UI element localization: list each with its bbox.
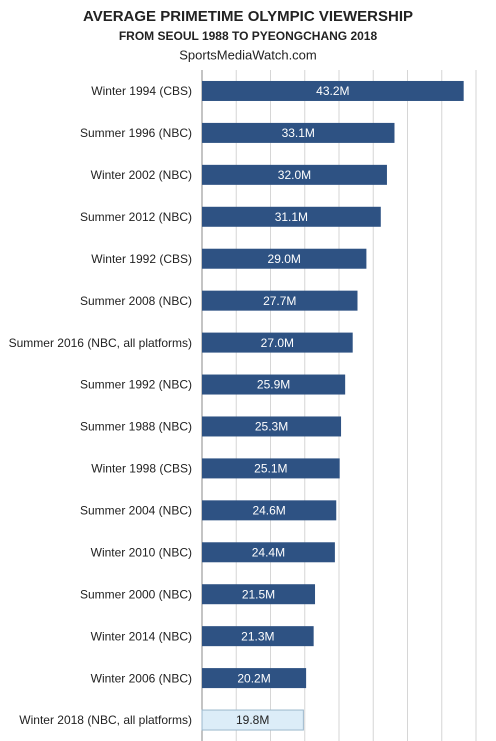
category-label: Summer 2004 (NBC) xyxy=(80,504,192,518)
bar xyxy=(202,122,395,143)
bar xyxy=(202,164,387,185)
category-label: Summer 2012 (NBC) xyxy=(80,210,192,224)
category-label: Winter 2006 (NBC) xyxy=(91,671,192,685)
value-label: 25.3M xyxy=(255,420,288,434)
bar xyxy=(202,206,381,227)
value-label: 27.7M xyxy=(263,294,296,308)
bar xyxy=(202,80,464,101)
bar xyxy=(202,290,358,311)
value-label: 25.1M xyxy=(254,462,287,476)
category-label: Summer 2000 (NBC) xyxy=(80,587,192,601)
bar xyxy=(202,458,340,479)
chart-subtitle: FROM SEOUL 1988 TO PYEONGCHANG 2018 xyxy=(119,29,378,43)
bar xyxy=(202,584,316,605)
value-label: 43.2M xyxy=(316,84,349,98)
value-label: 32.0M xyxy=(278,168,311,182)
value-label: 24.6M xyxy=(252,504,285,518)
category-label: Summer 1988 (NBC) xyxy=(80,420,192,434)
category-label: Winter 2002 (NBC) xyxy=(91,168,192,182)
bar xyxy=(202,626,314,647)
value-label: 24.4M xyxy=(252,545,285,559)
value-label: 21.5M xyxy=(242,587,275,601)
chart-title: AVERAGE PRIMETIME OLYMPIC VIEWERSHIP xyxy=(83,8,413,25)
bar xyxy=(202,668,307,689)
value-label: 29.0M xyxy=(268,252,301,266)
value-label: 33.1M xyxy=(282,126,315,140)
value-label: 31.1M xyxy=(275,210,308,224)
category-label: Winter 1994 (CBS) xyxy=(91,84,192,98)
bar xyxy=(202,500,337,521)
bar xyxy=(202,374,346,395)
category-label: Winter 2014 (NBC) xyxy=(91,629,192,643)
category-label: Summer 1996 (NBC) xyxy=(80,126,192,140)
value-label: 21.3M xyxy=(241,629,274,643)
chart-source: SportsMediaWatch.com xyxy=(179,47,317,62)
category-label: Summer 2016 (NBC, all platforms) xyxy=(9,336,192,350)
category-label: Summer 1992 (NBC) xyxy=(80,378,192,392)
value-label: 20.2M xyxy=(237,671,270,685)
bar xyxy=(202,416,342,437)
bar xyxy=(201,709,304,731)
category-label: Summer 2008 (NBC) xyxy=(80,294,192,308)
category-label: Winter 2018 (NBC, all platforms) xyxy=(19,713,192,727)
value-label: 25.9M xyxy=(257,378,290,392)
bar xyxy=(202,542,335,563)
bar xyxy=(202,248,367,269)
category-label: Winter 1998 (CBS) xyxy=(91,462,192,476)
bar xyxy=(202,332,353,353)
value-label: 27.0M xyxy=(261,336,294,350)
category-label: Winter 1992 (CBS) xyxy=(91,252,192,266)
category-label: Winter 2010 (NBC) xyxy=(91,545,192,559)
value-label: 19.8M xyxy=(236,713,269,727)
